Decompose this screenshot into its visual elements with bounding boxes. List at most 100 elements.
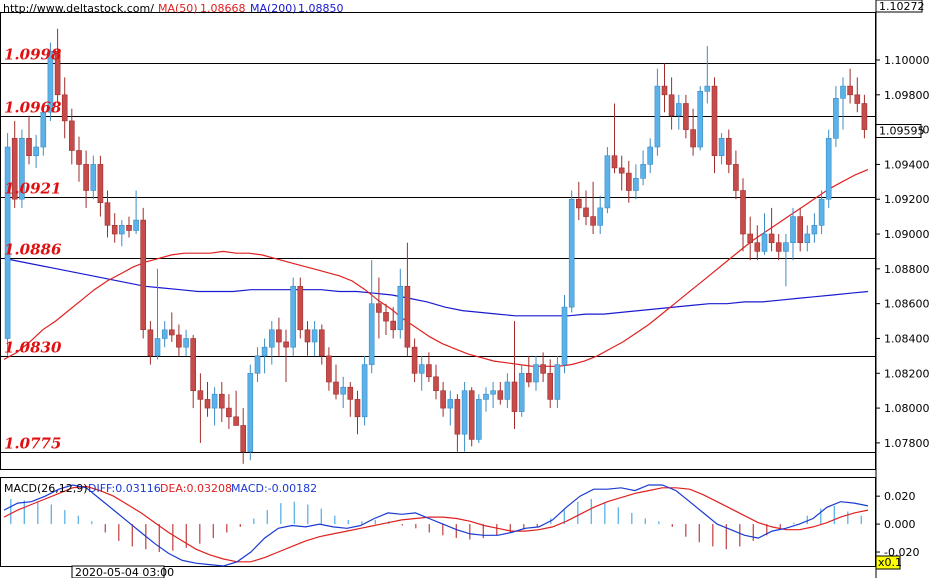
candle-body	[825, 138, 832, 200]
candle-body	[468, 390, 475, 440]
candle-bear	[97, 155, 104, 217]
candle-bull	[33, 134, 39, 168]
candle-body	[447, 399, 454, 409]
zoom-label[interactable]: x0.1	[878, 556, 902, 569]
level-label: 1.0886	[4, 241, 62, 259]
candle-body	[497, 390, 504, 400]
candle-body	[733, 164, 739, 191]
candle-bear	[69, 108, 75, 165]
candle-body	[661, 85, 668, 96]
candle-body	[633, 178, 639, 191]
candle-bear	[683, 94, 689, 139]
candle-body	[533, 364, 539, 383]
candle-body	[475, 399, 482, 440]
candle-body	[647, 146, 654, 165]
candle-bear	[768, 207, 775, 252]
candle-body	[290, 285, 297, 348]
candle-body	[119, 225, 125, 235]
candle-body	[40, 111, 47, 148]
candle-body	[197, 390, 204, 400]
candle-body	[768, 233, 775, 243]
candle-body	[11, 138, 18, 200]
candle-body	[154, 338, 161, 357]
candle-body	[597, 207, 604, 226]
candle-body	[147, 329, 154, 357]
candle-bear	[140, 207, 146, 339]
candle-bear	[190, 335, 196, 409]
candle-bear	[733, 150, 739, 200]
candle-body	[283, 341, 289, 348]
macd-lines	[3, 484, 869, 567]
macd-dea-line	[3, 485, 869, 563]
candle-body	[854, 94, 861, 104]
candle-bull	[47, 42, 54, 121]
price-tick-label: 1.08000	[884, 402, 930, 415]
candle-bear	[219, 382, 225, 422]
top-price-label: 1.10272	[879, 0, 925, 13]
macd-dea-label: DEA:0.03208	[160, 482, 232, 495]
candle-body	[590, 216, 596, 226]
candle-body	[161, 329, 168, 339]
ma200-line	[3, 257, 869, 317]
candle-bear	[383, 303, 389, 335]
candle-bear	[511, 321, 518, 429]
candle-bear	[197, 373, 204, 443]
candle-body	[347, 386, 354, 400]
candle-bull	[119, 220, 125, 247]
candle-bear	[454, 394, 461, 452]
zoom-box[interactable]	[875, 555, 901, 570]
candle-body	[511, 381, 518, 412]
candle-body	[483, 393, 489, 400]
candle-bear	[54, 28, 61, 104]
candle-bull	[311, 321, 318, 356]
candle-bull	[268, 321, 275, 365]
level-label: 1.0998	[4, 46, 62, 64]
candle-body	[26, 138, 32, 157]
current-price-label: 1.09595	[879, 125, 925, 138]
candle-bear	[169, 312, 175, 342]
candle-body	[818, 198, 825, 226]
candle-body	[761, 233, 768, 252]
candle-bear	[390, 307, 397, 339]
candle-body	[183, 338, 189, 348]
candle-body	[604, 155, 611, 209]
candle-bull	[475, 394, 482, 443]
candle-bull	[161, 321, 168, 348]
site-url[interactable]: http://www.deltastock.com/	[3, 2, 154, 15]
candle-bull	[761, 213, 768, 255]
level-labels: 1.0998 1.0968 1.0921 1.0886 1.0830 1.0775	[4, 46, 62, 453]
candle-bear	[354, 390, 361, 435]
candle-bull	[533, 355, 539, 391]
candle-bull	[290, 277, 297, 356]
candle-body	[790, 216, 796, 244]
candle-bear	[668, 77, 675, 130]
candle-bear	[497, 382, 504, 405]
macd-diff-line	[3, 484, 869, 567]
candle-bear	[404, 242, 411, 356]
candle-bull	[247, 364, 254, 461]
candle-bear	[347, 382, 354, 417]
macd-diff-label: DIFF:0.03116	[88, 482, 161, 495]
candle-body	[654, 85, 661, 148]
candle-body	[775, 242, 782, 252]
candle-body	[219, 393, 225, 409]
candle-bear	[240, 408, 246, 464]
candle-body	[611, 155, 618, 169]
candle-bull	[568, 190, 575, 313]
candle-body	[140, 219, 146, 331]
candle-bull	[40, 103, 47, 156]
candle-bear	[440, 382, 446, 417]
candle-body	[668, 94, 675, 117]
candle-body	[811, 225, 818, 235]
candle-body	[740, 190, 746, 235]
top-price-box	[875, 0, 923, 13]
candle-body	[126, 225, 132, 231]
candle-bull	[361, 355, 368, 426]
candle-body	[311, 329, 318, 343]
candle-body	[454, 399, 461, 435]
candle-body	[490, 390, 496, 395]
level-label: 1.0830	[4, 339, 62, 357]
ma50-series	[3, 169, 869, 367]
candle-body	[518, 372, 525, 412]
candle-body	[19, 138, 25, 200]
